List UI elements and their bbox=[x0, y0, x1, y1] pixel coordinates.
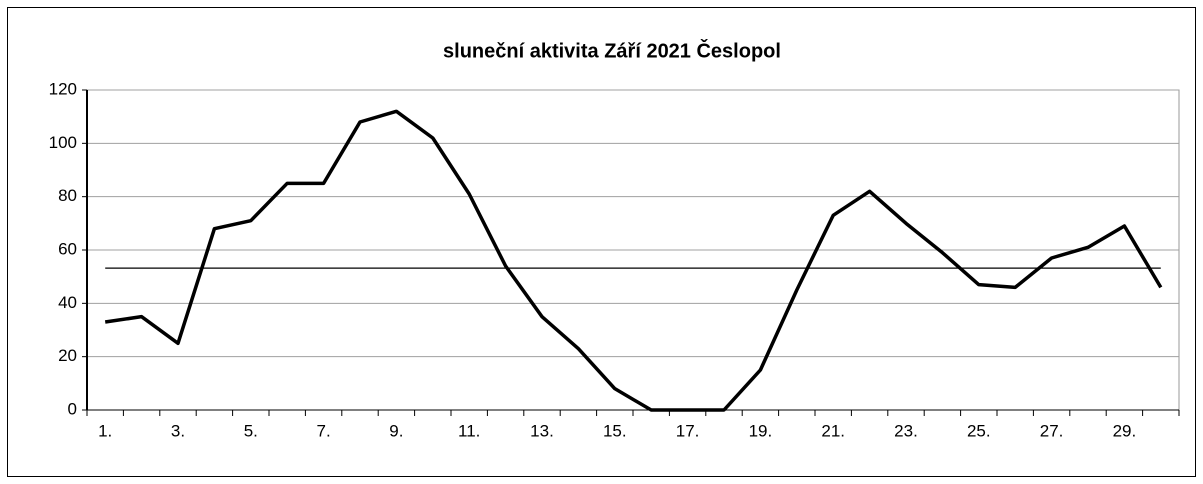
x-tick-label: 3. bbox=[171, 421, 185, 440]
x-tick-label: 29. bbox=[1113, 421, 1137, 440]
x-tick-label: 7. bbox=[317, 421, 331, 440]
y-tick-label: 120 bbox=[49, 79, 77, 98]
x-tick-label: 23. bbox=[894, 421, 918, 440]
x-tick-label: 11. bbox=[458, 421, 480, 440]
x-tick-label: 15. bbox=[603, 421, 627, 440]
data-line bbox=[104, 109, 1163, 412]
x-tick-label: 19. bbox=[749, 421, 773, 440]
y-tick-label: 0 bbox=[68, 399, 77, 418]
chart-border bbox=[7, 7, 1196, 477]
y-tick-label: 80 bbox=[58, 186, 77, 205]
x-tick-label: 9. bbox=[389, 421, 403, 440]
x-tick-label: 5. bbox=[244, 421, 258, 440]
y-tick-label: 40 bbox=[58, 293, 77, 312]
y-tick-label: 20 bbox=[58, 346, 77, 365]
chart-title: sluneční aktivita Září 2021 Česlopol bbox=[443, 38, 781, 62]
x-tick-label: 21. bbox=[821, 421, 845, 440]
x-tick-label: 13. bbox=[530, 421, 554, 440]
y-tick-label: 100 bbox=[49, 133, 77, 152]
x-tick-label: 1. bbox=[98, 421, 112, 440]
x-tick-label: 25. bbox=[967, 421, 991, 440]
x-tick-label: 17. bbox=[676, 421, 700, 440]
y-tick-label: 60 bbox=[58, 239, 77, 258]
x-tick-label: 27. bbox=[1040, 421, 1064, 440]
